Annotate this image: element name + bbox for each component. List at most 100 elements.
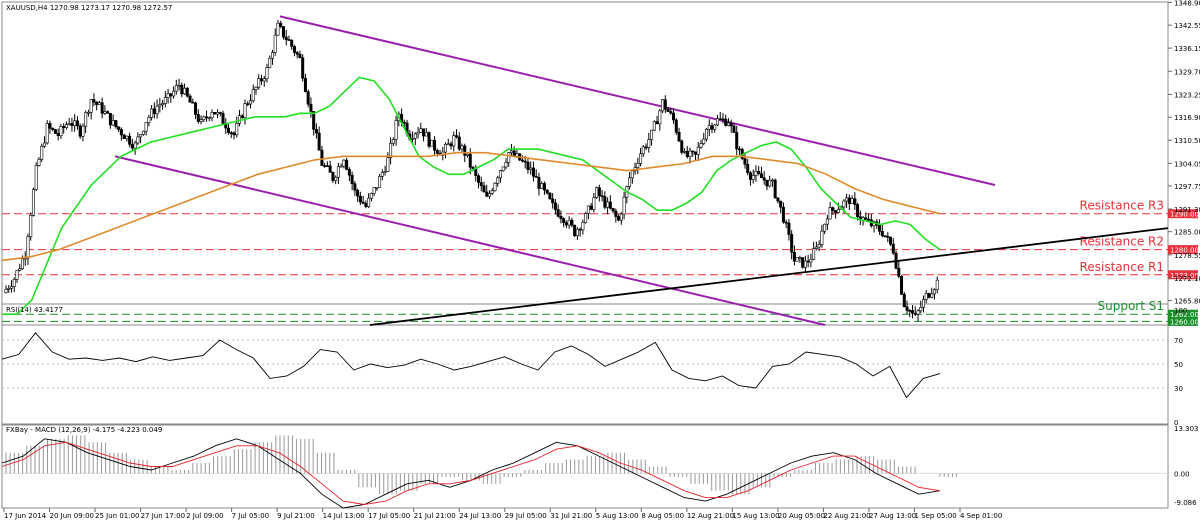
level-price-box xyxy=(1168,245,1198,255)
candle-body xyxy=(680,140,684,153)
candle-body xyxy=(702,138,706,144)
candle-body xyxy=(279,22,283,27)
candle-body xyxy=(710,125,714,130)
candle-body xyxy=(254,86,258,90)
candle-body xyxy=(133,142,137,149)
candle-body xyxy=(238,115,242,124)
candle-body xyxy=(84,112,88,127)
candle-body xyxy=(850,198,854,204)
candle-body xyxy=(641,146,645,155)
candle-body xyxy=(128,135,132,145)
candle-body xyxy=(435,149,439,154)
x-tick-label: 17 Jun 2014 xyxy=(4,512,47,520)
candle-body xyxy=(100,102,104,114)
price-tick-label: 1272.10 xyxy=(1174,275,1200,283)
candle-body xyxy=(177,84,181,87)
candle-body xyxy=(564,222,568,226)
price-tick-label: 1336.15 xyxy=(1174,45,1200,53)
candle-body xyxy=(715,118,719,126)
candle-body xyxy=(655,121,659,125)
candle-body xyxy=(199,119,203,122)
candle-body xyxy=(268,57,272,68)
candle-body xyxy=(905,306,909,311)
candle-body xyxy=(419,128,423,133)
candle-body xyxy=(935,279,939,291)
candle-body xyxy=(878,224,882,232)
candle-body xyxy=(619,213,623,221)
chart-header: XAUUSD,H4 1270.98 1273.17 1270.98 1272.5… xyxy=(6,4,172,12)
candle-body xyxy=(174,85,178,92)
candle-body xyxy=(29,214,33,237)
candle-body xyxy=(575,228,579,237)
candle-body xyxy=(531,167,535,177)
candle-body xyxy=(691,150,695,153)
candle-body xyxy=(891,243,895,254)
candle-body xyxy=(468,153,472,168)
candle-body xyxy=(257,78,261,88)
x-tick-label: 29 Jul 05:00 xyxy=(505,512,547,520)
candle-body xyxy=(897,267,901,277)
candle-body xyxy=(529,167,533,170)
price-tick-label: 1342.55 xyxy=(1174,22,1200,30)
candle-body xyxy=(413,133,417,139)
candle-body xyxy=(540,183,544,189)
candle-body xyxy=(251,89,255,102)
candle-body xyxy=(790,234,794,253)
candle-body xyxy=(757,171,761,174)
candle-body xyxy=(150,108,154,118)
candle-body xyxy=(386,157,390,172)
candle-body xyxy=(95,101,99,105)
candle-body xyxy=(314,129,318,134)
x-tick-label: 7 Jul 05:00 xyxy=(232,512,270,520)
candle-body xyxy=(570,219,574,226)
candle-body xyxy=(185,87,189,97)
candle-body xyxy=(501,166,505,171)
candle-body xyxy=(122,134,126,140)
candle-body xyxy=(886,236,890,238)
candle-body xyxy=(812,248,816,260)
candle-body xyxy=(930,293,934,298)
candle-body xyxy=(776,197,780,202)
x-tick-label: 27 Jun 17:00 xyxy=(141,512,185,520)
candle-body xyxy=(856,204,860,217)
candle-body xyxy=(139,134,143,138)
candle-body xyxy=(216,112,220,115)
candle-body xyxy=(207,117,211,120)
candle-body xyxy=(751,175,755,180)
candle-body xyxy=(674,119,678,133)
candle-body xyxy=(853,198,857,205)
candle-body xyxy=(73,120,77,126)
candle-body xyxy=(306,91,310,105)
candle-body xyxy=(466,153,470,156)
candle-body xyxy=(205,116,209,119)
candle-body xyxy=(485,191,489,197)
candle-body xyxy=(284,36,288,40)
candle-body xyxy=(292,46,296,53)
candle-body xyxy=(64,124,68,128)
macd-header: FXBay - MACD (12,26,9) -4.175 -4.223 0.0… xyxy=(6,426,162,434)
macd-signal-line xyxy=(1,441,941,505)
x-tick-label: 4 Sep 01:00 xyxy=(960,512,1002,520)
candle-body xyxy=(732,125,736,133)
candle-body xyxy=(864,217,868,220)
candle-body xyxy=(20,258,24,269)
candle-body xyxy=(125,135,129,140)
candle-body xyxy=(471,166,475,170)
candle-body xyxy=(650,129,654,140)
candle-body xyxy=(737,148,741,151)
candle-body xyxy=(688,150,692,157)
candle-body xyxy=(364,203,368,207)
candle-body xyxy=(166,93,170,98)
candle-body xyxy=(614,210,618,217)
candle-body xyxy=(534,175,538,178)
candle-body xyxy=(155,105,159,115)
candle-body xyxy=(227,127,231,133)
level-price-box xyxy=(1168,209,1198,219)
candle-body xyxy=(773,179,777,199)
candle-body xyxy=(232,132,236,136)
rsi-line xyxy=(1,332,941,399)
candle-body xyxy=(919,307,923,312)
candle-body xyxy=(42,142,46,147)
channel-lower-line xyxy=(114,155,826,326)
